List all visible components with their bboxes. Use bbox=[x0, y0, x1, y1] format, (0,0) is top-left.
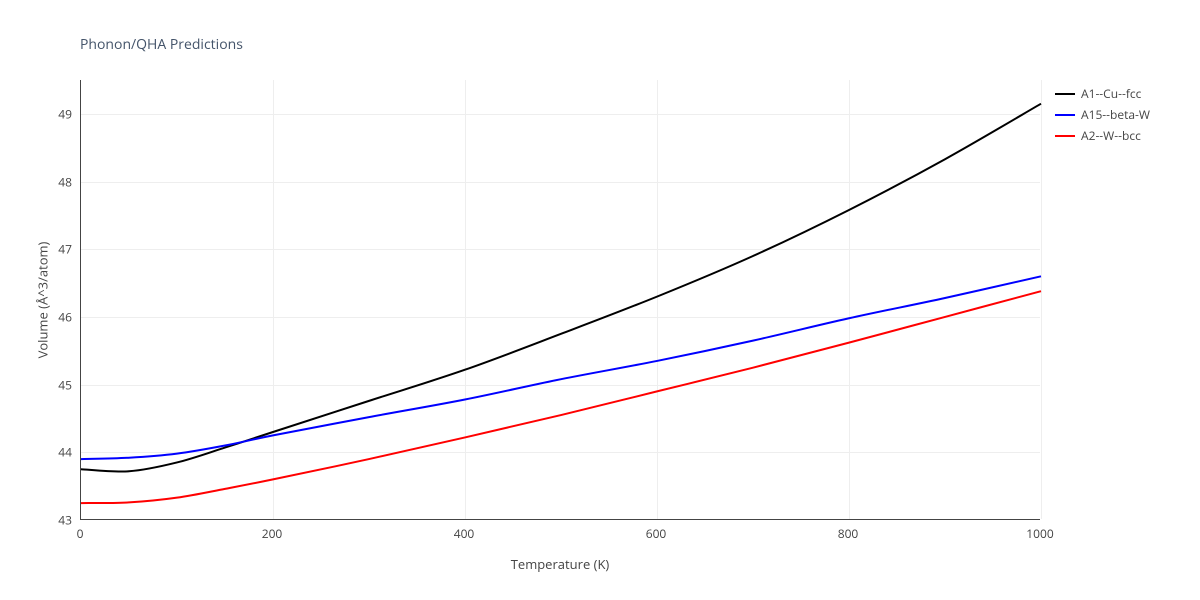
x-tick-label: 0 bbox=[77, 525, 84, 542]
series-line[interactable] bbox=[81, 291, 1041, 503]
y-tick-label: 43 bbox=[58, 512, 72, 529]
chart-title: Phonon/QHA Predictions bbox=[80, 35, 243, 54]
legend-label: A15--beta-W bbox=[1081, 106, 1150, 123]
legend-label: A2--W--bcc bbox=[1081, 127, 1141, 144]
x-tick-label: 800 bbox=[838, 525, 859, 542]
legend: A1--Cu--fcc A15--beta-W A2--W--bcc bbox=[1055, 85, 1150, 148]
y-tick-label: 47 bbox=[58, 241, 72, 258]
y-tick-label: 49 bbox=[58, 105, 72, 122]
x-tick-label: 400 bbox=[454, 525, 475, 542]
x-tick-label: 200 bbox=[262, 525, 283, 542]
y-axis-label-text: Volume (Å^3/atom) bbox=[33, 242, 51, 359]
y-tick-label: 48 bbox=[58, 173, 72, 190]
legend-item[interactable]: A1--Cu--fcc bbox=[1055, 85, 1150, 102]
legend-swatch bbox=[1055, 93, 1075, 95]
y-tick-label: 45 bbox=[58, 376, 72, 393]
gridline-vertical bbox=[1041, 80, 1042, 519]
y-tick-label: 46 bbox=[58, 308, 72, 325]
legend-item[interactable]: A15--beta-W bbox=[1055, 106, 1150, 123]
y-axis-label: Volume (Å^3/atom) bbox=[32, 80, 52, 520]
series-line[interactable] bbox=[81, 276, 1041, 459]
series-line[interactable] bbox=[81, 104, 1041, 472]
plot-area bbox=[80, 80, 1040, 520]
x-axis-label: Temperature (K) bbox=[80, 555, 1040, 573]
x-tick-label: 600 bbox=[646, 525, 667, 542]
x-tick-label: 1000 bbox=[1026, 525, 1053, 542]
y-tick-label: 44 bbox=[58, 444, 72, 461]
legend-item[interactable]: A2--W--bcc bbox=[1055, 127, 1150, 144]
legend-label: A1--Cu--fcc bbox=[1081, 85, 1141, 102]
legend-swatch bbox=[1055, 114, 1075, 116]
line-chart-svg bbox=[81, 80, 1041, 520]
legend-swatch bbox=[1055, 135, 1075, 137]
